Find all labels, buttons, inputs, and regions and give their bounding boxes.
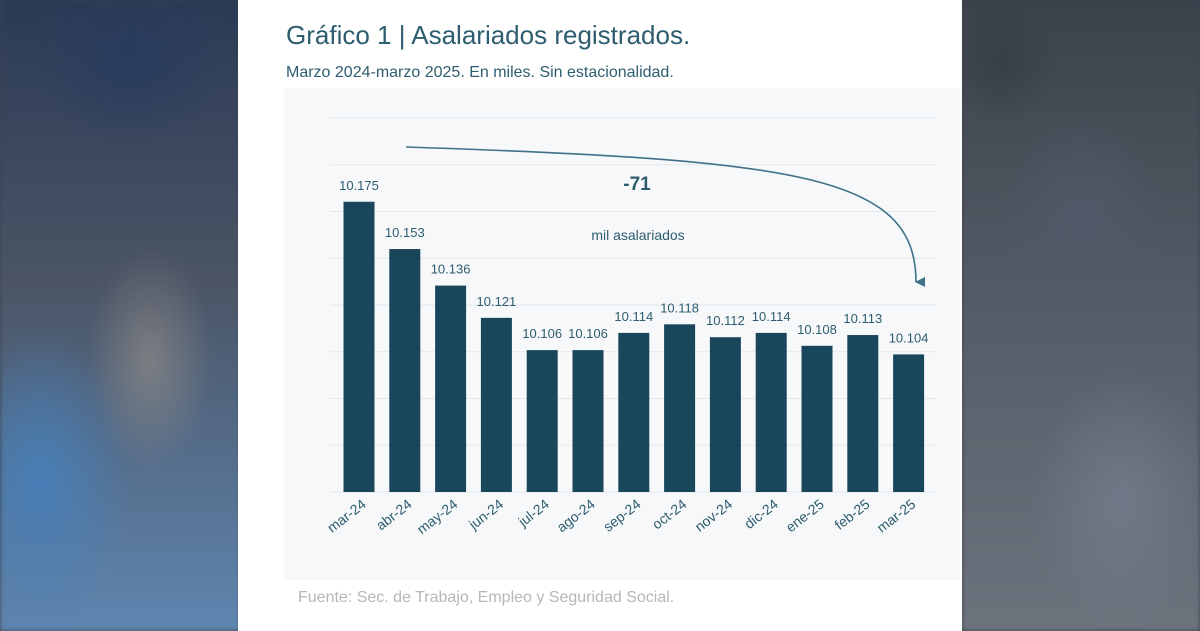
value-label-feb-25: 10.113: [843, 311, 882, 326]
tick-label-may-24: may-24: [414, 496, 461, 537]
bar-ene-25: [801, 345, 833, 492]
value-label-sep-24: 10.114: [614, 309, 653, 324]
bar-nov-24: [709, 337, 741, 492]
bar-jun-24: [480, 317, 512, 492]
tick-label-ene-25: ene-25: [783, 496, 827, 536]
tick-label-oct-24: oct-24: [649, 496, 690, 533]
value-label-mar-24: 10.175: [339, 178, 379, 193]
bar-chart: 10.175 10.153 10.136 10.121 10.106 10.106 10.1…: [324, 117, 936, 537]
bar-oct-24: [664, 324, 696, 492]
source-note: Fuente: Sec. de Trabajo, Empleo y Seguri…: [298, 589, 675, 606]
value-label-dic-24: 10.114: [752, 309, 791, 324]
change-unit-label: mil asalariados: [591, 227, 684, 243]
value-label-ago-24: 10.106: [568, 326, 608, 341]
bars: [343, 201, 925, 492]
chart-title: Gráfico 1 | Asalariados registrados.: [286, 20, 691, 50]
tick-label-mar-25: mar-25: [874, 496, 919, 536]
value-label-oct-24: 10.118: [660, 300, 699, 315]
chart-subtitle: Marzo 2024-marzo 2025. En miles. Sin est…: [286, 64, 674, 81]
bar-sep-24: [618, 332, 650, 492]
tick-label-dic-24: dic-24: [741, 496, 781, 532]
value-label-jul-24: 10.106: [522, 326, 562, 341]
x-axis-tick-labels: mar-24 abr-24 may-24 jun-24 jul-24 ago-24 sep-…: [324, 496, 919, 537]
data-labels: 10.175 10.153 10.136 10.121 10.106 10.106 10.1…: [339, 178, 928, 346]
tick-label-abr-24: abr-24: [373, 496, 415, 534]
value-label-abr-24: 10.153: [385, 225, 425, 240]
bar-mar-25: [893, 354, 925, 492]
bar-feb-25: [847, 335, 879, 492]
value-label-mar-25: 10.104: [889, 330, 929, 345]
blurred-background-right: [962, 0, 1200, 631]
bar-dic-24: [755, 332, 787, 492]
tick-label-ago-24: ago-24: [554, 496, 598, 536]
value-label-jun-24: 10.121: [477, 294, 517, 309]
change-arrow: [405, 146, 926, 287]
tick-label-jul-24: jul-24: [514, 496, 552, 530]
chart-card: Gráfico 1 | Asalariados registrados. Mar…: [238, 0, 962, 631]
tick-label-feb-25: feb-25: [832, 496, 873, 533]
value-label-may-24: 10.136: [431, 262, 471, 277]
change-value-label: -71: [623, 174, 651, 195]
bar-jul-24: [526, 350, 558, 492]
bar-ago-24: [572, 350, 604, 492]
bar-mar-24: [343, 201, 375, 492]
value-label-nov-24: 10.112: [706, 313, 745, 328]
tick-label-sep-24: sep-24: [600, 496, 644, 535]
tick-label-nov-24: nov-24: [692, 496, 736, 535]
tick-label-mar-24: mar-24: [324, 496, 369, 536]
bar-abr-24: [389, 249, 421, 492]
value-label-ene-25: 10.108: [797, 322, 837, 337]
bar-may-24: [435, 285, 467, 492]
blurred-background-left: [0, 0, 240, 631]
tick-label-jun-24: jun-24: [465, 496, 506, 533]
